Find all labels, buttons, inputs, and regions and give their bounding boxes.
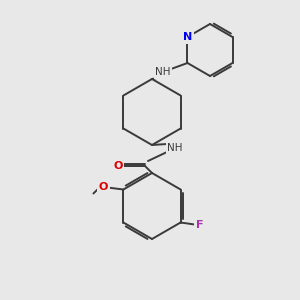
- Text: F: F: [196, 220, 203, 230]
- Text: NH: NH: [155, 67, 171, 77]
- Text: NH: NH: [167, 143, 183, 153]
- Text: O: O: [99, 182, 108, 193]
- Text: N: N: [183, 32, 192, 42]
- Text: O: O: [113, 161, 123, 171]
